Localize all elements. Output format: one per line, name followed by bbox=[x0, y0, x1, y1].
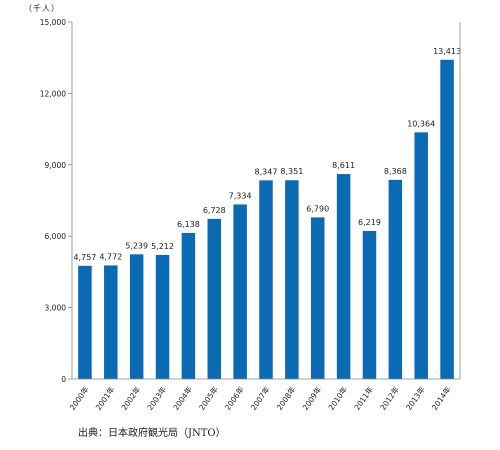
value-label: 8,368 bbox=[384, 167, 407, 176]
bar bbox=[440, 59, 454, 379]
x-tick-label: 2003年 bbox=[145, 384, 169, 412]
x-tick-label: 2005年 bbox=[196, 384, 220, 412]
x-tick-label: 2000年 bbox=[67, 384, 91, 412]
bar bbox=[336, 174, 351, 379]
value-label: 5,239 bbox=[125, 241, 148, 250]
bar bbox=[129, 254, 144, 379]
source-note: 出典：日本政府観光局（JNTO） bbox=[78, 428, 226, 439]
x-tick-label: 2001年 bbox=[93, 384, 117, 412]
x-tick-label: 2004年 bbox=[171, 384, 195, 412]
bar bbox=[181, 232, 196, 379]
value-label: 8,347 bbox=[255, 167, 278, 176]
x-tick-label: 2012年 bbox=[378, 384, 402, 412]
value-label: 8,611 bbox=[332, 161, 355, 170]
bars bbox=[78, 59, 454, 379]
x-tick-label: 2002年 bbox=[119, 384, 143, 412]
x-tick-label: 2007年 bbox=[248, 384, 272, 412]
x-tick-label: 2011年 bbox=[352, 384, 376, 412]
value-label: 10,364 bbox=[407, 119, 435, 128]
value-label: 4,757 bbox=[73, 253, 96, 262]
y-tick-label: 6,000 bbox=[45, 232, 67, 241]
y-tick-label: 12,000 bbox=[40, 89, 66, 98]
y-tick-label: 3,000 bbox=[45, 304, 67, 313]
bar bbox=[414, 132, 428, 379]
bar bbox=[233, 204, 247, 379]
bar bbox=[310, 217, 325, 379]
x-tick-label: 2014年 bbox=[429, 384, 453, 412]
value-label: 8,351 bbox=[280, 167, 303, 176]
value-label: 5,212 bbox=[151, 242, 174, 251]
value-label: 6,219 bbox=[358, 218, 381, 227]
x-tick-label: 2008年 bbox=[274, 384, 298, 412]
x-tick-label: 2009年 bbox=[300, 384, 324, 412]
bar bbox=[104, 265, 118, 379]
value-label: 6,790 bbox=[306, 204, 329, 213]
y-tick-label: 15,000 bbox=[40, 18, 66, 27]
y-axis-ticks: 0 3,000 6,000 9,000 12,000 15,000 bbox=[40, 18, 72, 384]
bar bbox=[388, 179, 403, 379]
x-tick-label: 2010年 bbox=[326, 384, 350, 412]
bar bbox=[207, 218, 222, 379]
x-tick-label: 2006年 bbox=[222, 384, 246, 412]
y-axis-unit-label: （千人） bbox=[24, 4, 60, 13]
value-label: 4,772 bbox=[99, 252, 122, 261]
bar bbox=[78, 265, 92, 379]
value-label: 6,138 bbox=[177, 220, 200, 229]
y-tick-label: 0 bbox=[61, 375, 66, 384]
value-label: 13,413 bbox=[433, 47, 461, 56]
bar bbox=[155, 254, 170, 379]
value-label: 6,728 bbox=[203, 206, 226, 215]
x-axis-labels: 2000年 2001年 2002年 2003年 2004年 2005年 2006年 2007年… bbox=[67, 384, 453, 412]
bar bbox=[259, 180, 273, 379]
bar bbox=[285, 180, 299, 379]
value-label: 7,334 bbox=[229, 191, 252, 200]
x-tick-label: 2013年 bbox=[403, 384, 427, 412]
bar bbox=[362, 230, 377, 379]
y-tick-label: 9,000 bbox=[45, 161, 67, 170]
